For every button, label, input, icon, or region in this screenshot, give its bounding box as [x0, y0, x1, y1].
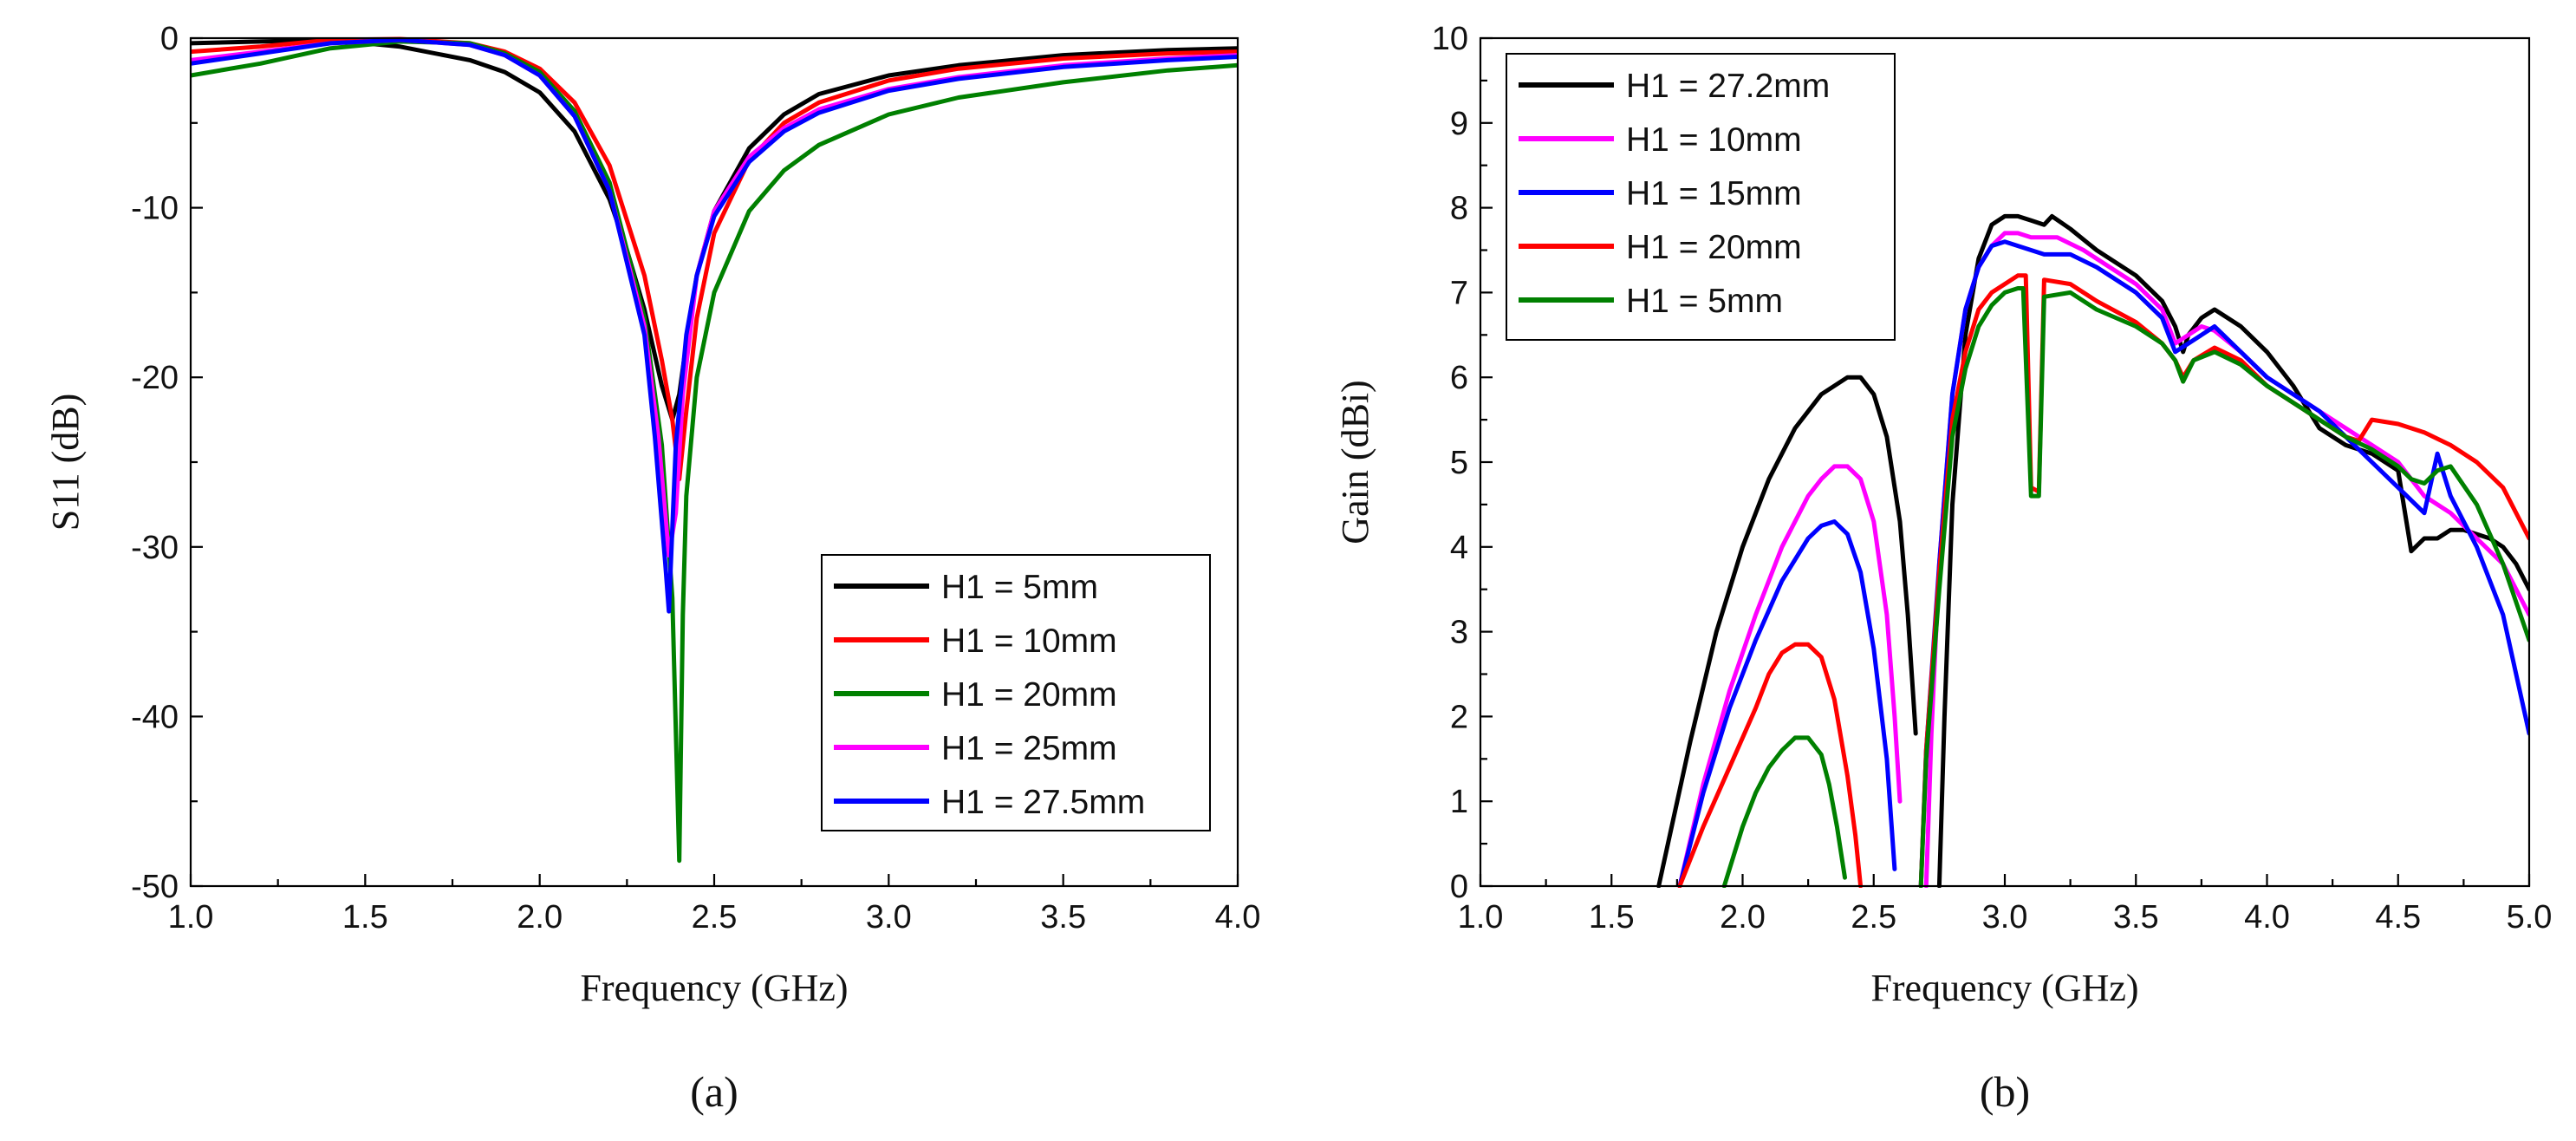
panel-a-y-tick-label: -40: [131, 699, 179, 735]
panel-a-legend-label-2: H1 = 20mm: [941, 676, 1117, 714]
panel-b-x-tick-label: 5.0: [2507, 899, 2553, 936]
panel-b-legend-label-4: H1 = 5mm: [1626, 283, 1783, 320]
panel-a-x-tick-label: 3.5: [1040, 899, 1086, 936]
panel-a-y-axis-title: S11 (dB): [44, 394, 87, 531]
panel-a-x-tick-label: 1.5: [342, 899, 388, 936]
panel-b-y-tick-label: 10: [1432, 21, 1468, 57]
panel-b-x-tick-label: 1.5: [1589, 899, 1635, 936]
panel-a-legend-label-3: H1 = 25mm: [941, 730, 1117, 767]
panel-b-y-tick-label: 4: [1450, 530, 1468, 566]
panel-b-legend-label-2: H1 = 15mm: [1626, 175, 1802, 212]
panel-a-x-tick-label: 2.0: [517, 899, 563, 936]
panel-b-label: (b): [1980, 1067, 2030, 1116]
panel-b-x-tick-label: 2.0: [1720, 899, 1766, 936]
panel-b-series-line-4: [1721, 286, 2529, 888]
panel-b-series: [1656, 213, 2529, 888]
panel-a-y-tick-label: 0: [160, 21, 179, 57]
panel-a-series: [191, 36, 1238, 864]
panel-b-y-tick-label: 0: [1450, 869, 1468, 905]
panel-b-legend: H1 = 27.2mm H1 = 10mm H1 = 15mm H1 = 20mm H1…: [1506, 53, 1896, 341]
panel-a: 1.0 1.5 2.0 2.5 3.0 3.5 4.0 0 -10 -20 -30 -40 -50 Fre…: [44, 21, 1260, 1116]
panel-a-label: (a): [690, 1067, 738, 1116]
panel-a-series-line-1: [191, 36, 1238, 482]
panel-b-x-tick-label: 1.0: [1458, 899, 1504, 936]
panel-a-x-tick-label: 2.5: [692, 899, 738, 936]
panel-b-y-tick-label: 7: [1450, 275, 1468, 311]
panel-b-x-tick-label: 3.5: [2113, 899, 2159, 936]
panel-a-y-tick-label: -50: [131, 869, 179, 905]
panel-b-series-line-3: [1677, 273, 2529, 888]
panel-b-legend-label-1: H1 = 10mm: [1626, 121, 1802, 159]
panel-a-y-tick-label: -10: [131, 191, 179, 227]
panel-b-y-tick-label: 3: [1450, 615, 1468, 651]
panel-a-legend: H1 = 5mm H1 = 10mm H1 = 20mm H1 = 25mm H1 = …: [821, 554, 1211, 831]
panel-b-x-tick-label: 2.5: [1851, 899, 1896, 936]
panel-b-y-axis-title: Gain (dBi): [1334, 380, 1376, 544]
panel-a-series-line-4: [191, 37, 1238, 614]
panel-b-series-line-0: [1656, 213, 2529, 888]
panel-a-x-axis-title: Frequency (GHz): [580, 967, 848, 1009]
panel-b-legend-label-0: H1 = 27.2mm: [1626, 68, 1830, 105]
panel-a-legend-label-1: H1 = 10mm: [941, 623, 1117, 660]
panel-b-series-line-2: [1677, 239, 2529, 888]
panel-a-legend-label-0: H1 = 5mm: [941, 569, 1098, 606]
panel-b-legend-box: [1506, 53, 1896, 341]
panel-b-y-tick-label: 2: [1450, 699, 1468, 735]
panel-b-legend-label-3: H1 = 20mm: [1626, 229, 1802, 266]
panel-a-y-tick-label: -20: [131, 360, 179, 396]
panel-a-legend-label-4: H1 = 27.5mm: [941, 784, 1145, 821]
panel-b-y-tick-label: 8: [1450, 191, 1468, 227]
panel-b-y-tick-label: 9: [1450, 106, 1468, 142]
panel-b-x-tick-label: 3.0: [1982, 899, 2028, 936]
panel-b-x-tick-label: 4.0: [2244, 899, 2290, 936]
panel-a-y-tick-label: -30: [131, 530, 179, 566]
panel-a-x-tick-label: 3.0: [866, 899, 912, 936]
panel-b-x-axis-title: Frequency (GHz): [1870, 967, 2138, 1009]
panel-b: 1.0 1.5 2.0 2.5 3.0 3.5 4.0 4.5 5.0 0 1 2 3 4 5 6 7 8 9 10 F…: [1334, 21, 2552, 1116]
panel-b-y-tick-label: 5: [1450, 445, 1468, 481]
panel-a-x-tick-label: 4.0: [1215, 899, 1261, 936]
panel-b-y-tick-label: 6: [1450, 360, 1468, 396]
panel-a-x-tick-label: 1.0: [168, 899, 214, 936]
panel-b-y-tick-label: 1: [1450, 784, 1468, 820]
panel-b-x-tick-label: 4.5: [2375, 899, 2421, 936]
